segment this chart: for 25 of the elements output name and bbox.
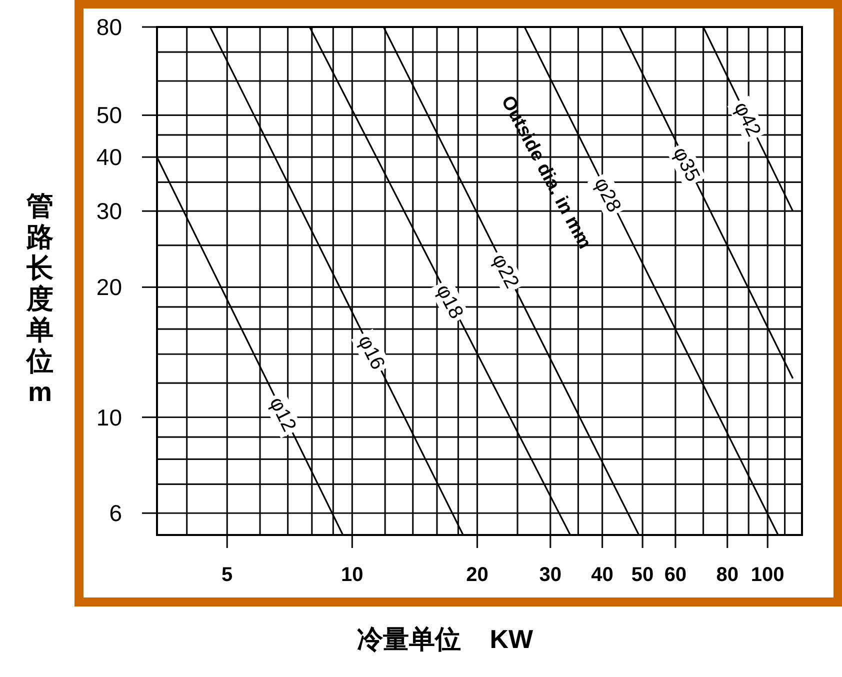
x-axis-title: 冷量单位 KW xyxy=(356,624,534,654)
y-tick-label: 40 xyxy=(96,144,122,170)
y-tick-label: 10 xyxy=(96,404,122,430)
y-tick-label: 80 xyxy=(96,14,122,40)
x-tick-label: 50 xyxy=(631,564,654,586)
text: φ16 xyxy=(353,332,389,374)
text: φ12 xyxy=(264,394,300,436)
x-tick-label: 80 xyxy=(716,564,738,586)
text: φ22 xyxy=(487,250,523,292)
text: φ35 xyxy=(668,144,704,186)
y-tick-label: 50 xyxy=(96,102,122,128)
text: φ42 xyxy=(730,98,765,140)
x-tick-label: 20 xyxy=(466,564,488,586)
y-tick-label: 20 xyxy=(96,274,122,300)
x-tick-label: 30 xyxy=(539,564,562,586)
x-tick-label: 40 xyxy=(591,564,614,586)
text: φ28 xyxy=(590,174,626,216)
x-tick-label: 10 xyxy=(341,564,364,586)
x-tick-label: 60 xyxy=(664,564,687,586)
x-tick-label: 5 xyxy=(222,564,233,586)
y-tick-label: 30 xyxy=(96,198,122,224)
x-tick-label: 100 xyxy=(750,564,784,586)
y-axis-title: 管路长度单位m xyxy=(26,191,54,407)
text: φ18 xyxy=(432,281,468,322)
y-tick-label: 6 xyxy=(109,500,122,526)
